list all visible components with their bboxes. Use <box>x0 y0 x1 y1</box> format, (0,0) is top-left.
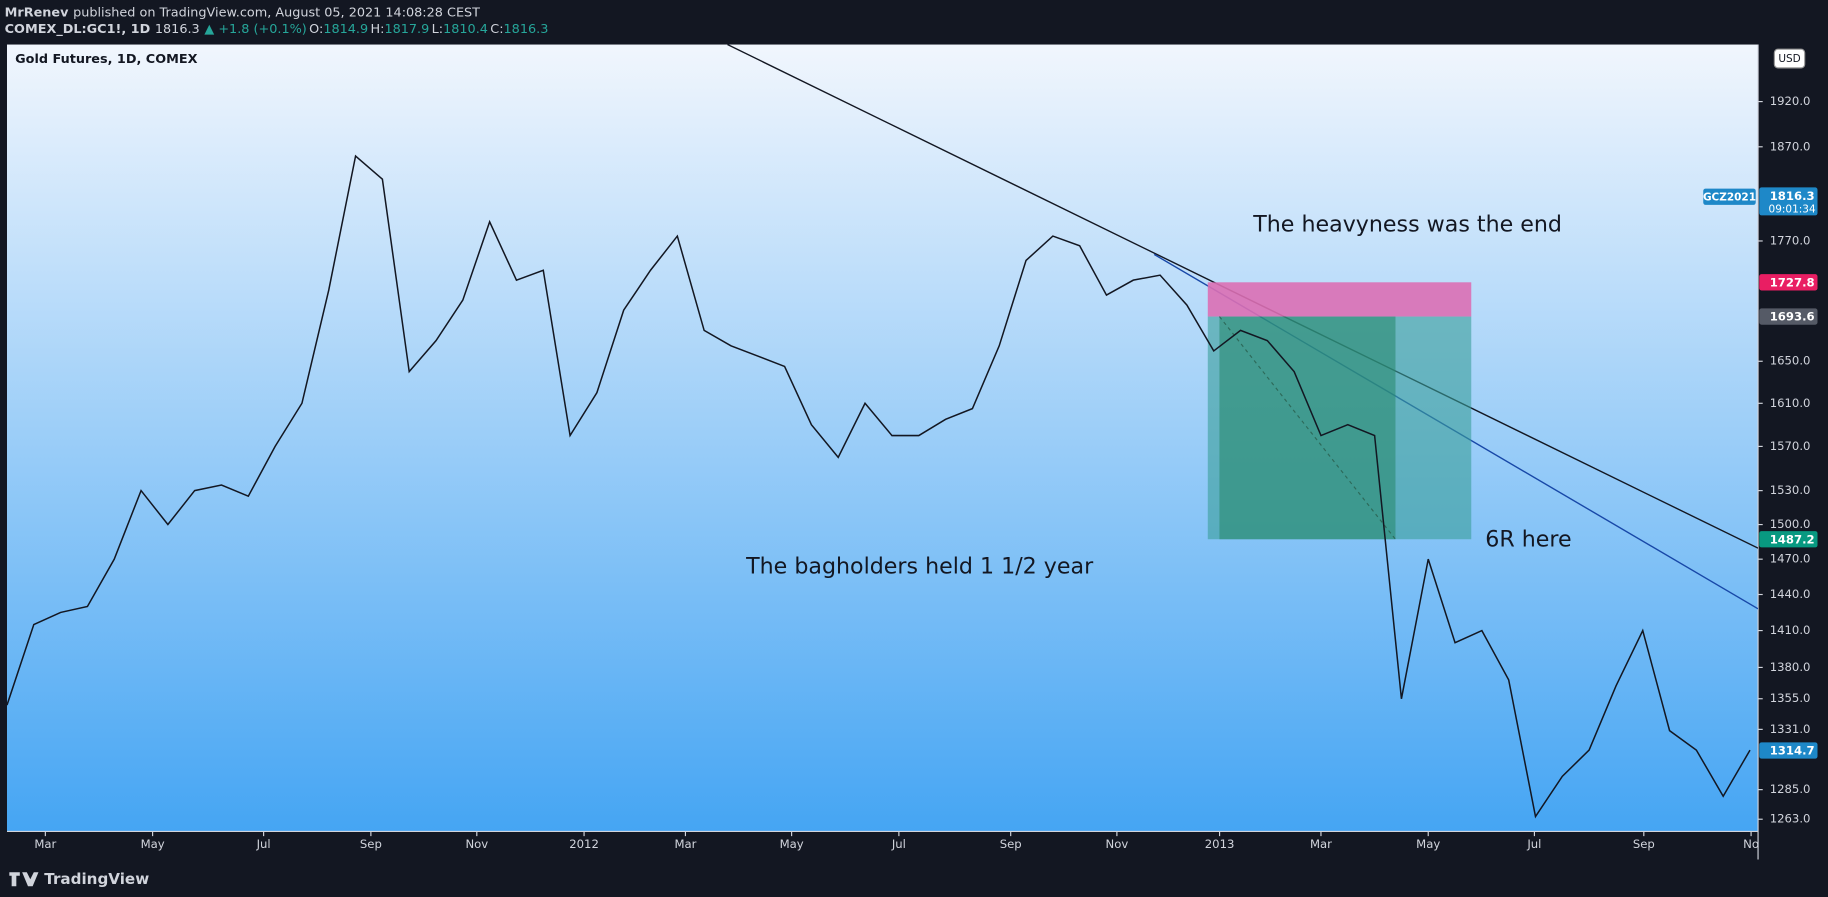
plot-area <box>6 44 1759 832</box>
currency-badge[interactable] <box>1773 48 1806 69</box>
header-text: 1810.4 <box>443 22 488 37</box>
annotation: The heavyness was the end <box>1252 212 1562 238</box>
x-tick-label: May <box>1416 837 1440 851</box>
x-tick-label: No <box>1743 837 1759 851</box>
header-text: 1814.9 <box>323 22 368 37</box>
price-marker-label: 1487.2 <box>1770 532 1815 546</box>
x-tick-label: May <box>780 837 804 851</box>
symbol-label: GCZ2021 <box>1703 191 1756 203</box>
header-text: COMEX_DL:GC1!, 1D <box>5 22 151 37</box>
chart-title: Gold Futures, 1D, COMEX <box>15 52 197 67</box>
header-text: published on TradingView.com, August 05,… <box>73 6 480 21</box>
header-text: C: <box>490 22 503 37</box>
price-marker <box>1759 274 1818 291</box>
x-tick-label: May <box>141 837 165 851</box>
y-tick-label: 1770.0 <box>1770 233 1811 247</box>
x-tick-label: Nov <box>465 837 488 851</box>
y-tick-label: 1650.0 <box>1770 354 1811 368</box>
price-marker <box>1759 531 1818 548</box>
y-tick-label: 1263.0 <box>1770 812 1811 826</box>
y-tick-label: 1355.0 <box>1770 691 1811 705</box>
header-text: H: <box>370 22 384 37</box>
x-tick-label: Jul <box>1526 837 1541 851</box>
brand: TradingView <box>44 870 149 888</box>
x-tick-label: Mar <box>674 837 696 851</box>
price-marker <box>1759 187 1818 216</box>
x-tick-label: Nov <box>1106 837 1129 851</box>
header-text: L: <box>432 22 443 37</box>
x-tick-label: Sep <box>1000 837 1022 851</box>
y-tick-label: 1410.0 <box>1770 623 1811 637</box>
header-text: O: <box>309 22 323 37</box>
y-tick-label: 1870.0 <box>1770 139 1811 153</box>
price-marker-label: 1693.6 <box>1770 310 1815 324</box>
y-tick-label: 1285.0 <box>1770 782 1811 796</box>
y-tick-label: 1440.0 <box>1770 587 1811 601</box>
currency: USD <box>1778 53 1800 65</box>
price-marker-label: 1727.8 <box>1770 275 1815 289</box>
price-marker-timer: 09:01:34 <box>1769 204 1816 216</box>
stop-zone <box>1207 282 1472 317</box>
header-text: MrRenev <box>5 6 69 21</box>
x-tick-label: Mar <box>34 837 56 851</box>
price-marker <box>1759 308 1818 325</box>
price-marker-label: 1816.3 <box>1770 189 1815 203</box>
y-tick-label: 1530.0 <box>1770 483 1811 497</box>
y-tick-label: 1470.0 <box>1770 552 1811 566</box>
x-tick-label: Sep <box>1633 837 1655 851</box>
trade-path <box>1218 316 1396 540</box>
header-text: ▲ +1.8 (+0.1%) <box>204 22 306 37</box>
position-tool[interactable] <box>1207 282 1472 540</box>
price-line <box>6 154 1751 819</box>
y-tick-label: 1331.0 <box>1770 722 1811 736</box>
y-tick-label: 1380.0 <box>1770 660 1811 674</box>
price-marker <box>1759 742 1818 759</box>
x-tick-label: Jul <box>256 837 271 851</box>
price-marker-label: 1314.7 <box>1770 744 1815 758</box>
annotation: 6R here <box>1485 527 1571 553</box>
symbol-badge <box>1703 188 1756 205</box>
x-tick-label: Jul <box>891 837 906 851</box>
header-text: 1817.9 <box>384 22 429 37</box>
y-tick-label: 1610.0 <box>1770 396 1811 410</box>
x-tick-label: Mar <box>1310 837 1332 851</box>
logo <box>9 872 39 887</box>
y-tick-label: 1570.0 <box>1770 439 1811 453</box>
x-tick-label: 2012 <box>569 837 599 851</box>
series <box>6 154 1751 819</box>
header-text: 1816.3 <box>504 22 549 37</box>
header-text: 1816.3 <box>155 22 200 37</box>
x-tick-label: Sep <box>360 837 382 851</box>
annotation: The bagholders held 1 1/2 year <box>745 553 1094 579</box>
y-tick-label: 1920.0 <box>1770 94 1811 108</box>
y-tick-label: 1500.0 <box>1770 517 1811 531</box>
x-tick-label: 2013 <box>1205 837 1235 851</box>
